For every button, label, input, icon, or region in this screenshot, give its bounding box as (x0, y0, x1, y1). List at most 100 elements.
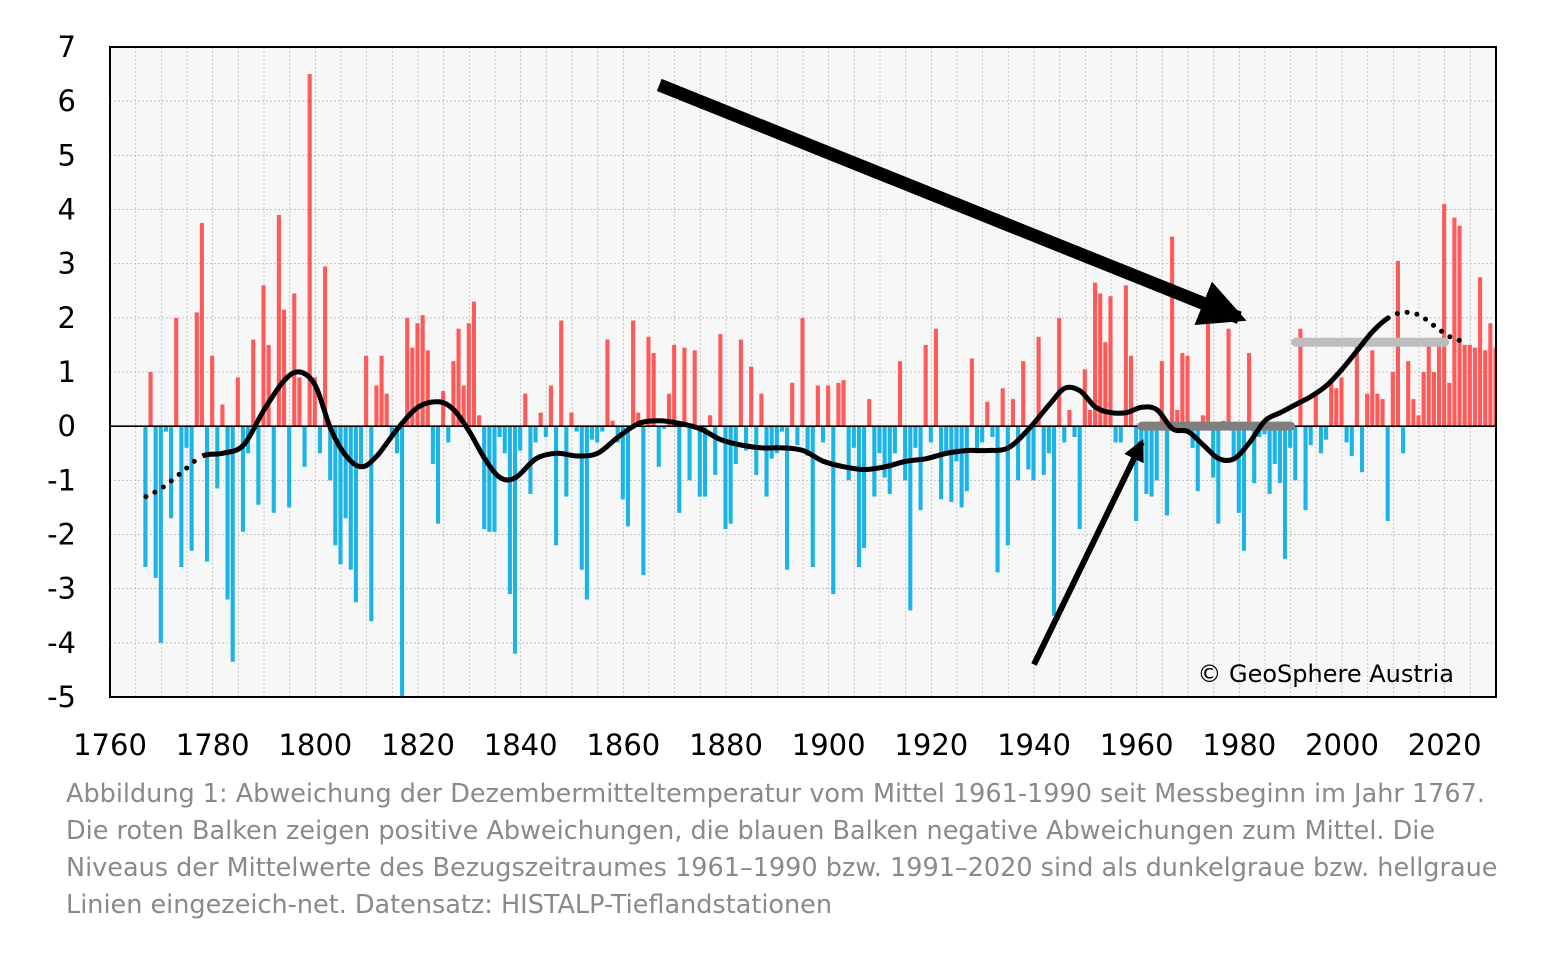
bar (1375, 393, 1380, 427)
bar (1195, 426, 1200, 492)
bar (1483, 350, 1488, 427)
bar (846, 426, 851, 481)
bar (353, 426, 358, 603)
bar (897, 361, 903, 427)
bar (1416, 415, 1421, 427)
bar (1205, 323, 1211, 427)
bar (554, 426, 559, 546)
bar (333, 426, 338, 546)
bar (1524, 426, 1528, 467)
bar (1123, 285, 1128, 427)
bar (933, 328, 939, 427)
bar (220, 404, 225, 427)
bar (1159, 361, 1164, 427)
bar (713, 426, 718, 475)
bar (1057, 317, 1062, 427)
bar (292, 293, 297, 427)
bar (1149, 426, 1154, 497)
bar (364, 355, 369, 427)
bar (1041, 426, 1046, 475)
bar (1354, 339, 1359, 427)
bar (1329, 380, 1334, 427)
bar (1005, 426, 1010, 546)
bar (1062, 426, 1067, 443)
bar (651, 353, 656, 427)
bar (430, 426, 435, 465)
bar (158, 426, 163, 643)
y-tick-label: 2 (58, 301, 76, 335)
bar (944, 426, 949, 454)
bar (225, 426, 230, 600)
bar (964, 426, 969, 492)
bar (990, 426, 995, 437)
bar (179, 426, 184, 567)
bar (1308, 426, 1313, 446)
bar (636, 412, 641, 427)
y-tick-label: -1 (47, 463, 76, 497)
bar (666, 393, 672, 427)
smooth-curve-solid (201, 315, 1390, 483)
arrow-to-1961-1990-line (1031, 439, 1145, 666)
bar (1134, 426, 1139, 521)
bar (482, 426, 487, 530)
bar (974, 426, 980, 454)
bar (1447, 382, 1452, 427)
x-tick-label: 1780 (176, 728, 250, 762)
bar (882, 426, 887, 478)
smoothed-curve (143, 309, 1468, 500)
bar (867, 399, 872, 427)
bar (379, 355, 384, 427)
bar (702, 426, 708, 497)
bar (523, 393, 528, 427)
bar (774, 426, 779, 454)
bar (856, 426, 862, 567)
bar (1241, 426, 1247, 551)
bar (466, 323, 471, 427)
x-tick-label: 1860 (586, 728, 660, 762)
bar (1036, 336, 1041, 427)
bar (805, 426, 810, 456)
bar (1421, 372, 1426, 427)
bar (646, 336, 651, 427)
bar (1344, 426, 1349, 443)
bar (1108, 296, 1113, 427)
bar (1324, 426, 1329, 440)
bar (1390, 372, 1395, 427)
bar (492, 426, 497, 532)
bar (1339, 377, 1344, 427)
bar (749, 366, 754, 427)
bar (163, 426, 169, 432)
bar (820, 426, 826, 443)
x-tick-label: 1800 (278, 728, 352, 762)
y-tick-label: -4 (47, 626, 76, 660)
bar (1380, 399, 1385, 427)
bar (892, 426, 897, 454)
y-tick-label: 4 (58, 193, 76, 227)
bar (1267, 426, 1272, 494)
bar (631, 320, 636, 427)
bar (1370, 350, 1375, 427)
y-tick-label: 6 (58, 84, 76, 118)
bar (184, 426, 189, 448)
bar (851, 426, 856, 448)
bar (569, 412, 574, 427)
bar (1164, 426, 1170, 516)
bar (769, 426, 774, 459)
bar (949, 426, 954, 502)
bar (969, 358, 974, 427)
bar (1067, 409, 1072, 427)
bar (1077, 426, 1082, 530)
bar (543, 426, 548, 437)
x-tick-label: 1940 (997, 728, 1071, 762)
bar (672, 344, 677, 427)
bar (1385, 426, 1390, 521)
bar (579, 426, 584, 570)
bar (1128, 355, 1134, 427)
bar (420, 315, 425, 427)
bar (1514, 304, 1518, 426)
bar (1401, 426, 1406, 454)
bar (605, 339, 610, 427)
smooth-curve-dotted-end (1385, 309, 1468, 345)
bar (317, 426, 323, 454)
